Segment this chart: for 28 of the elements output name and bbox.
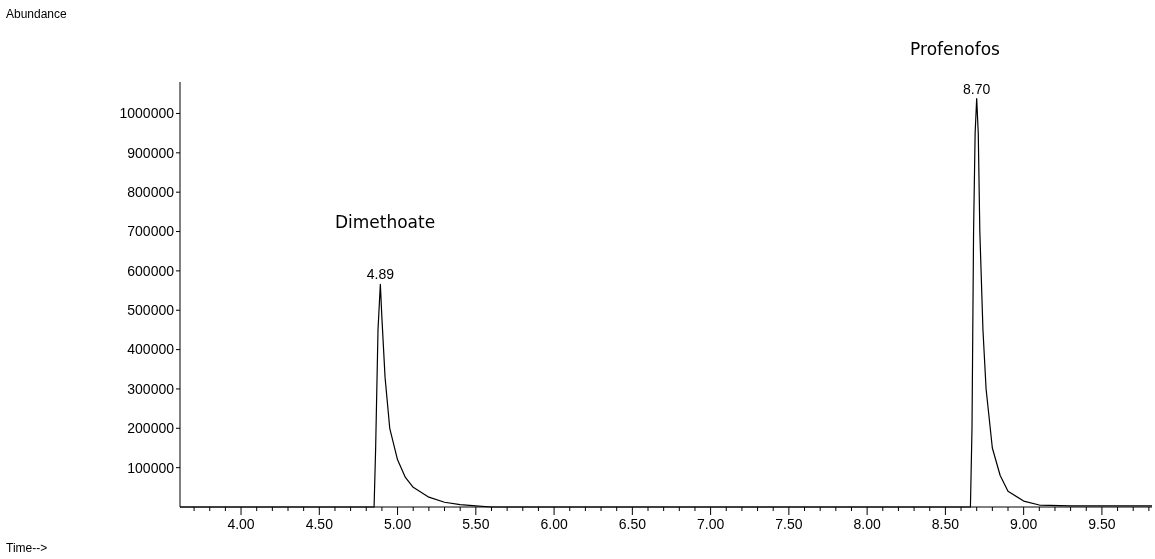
y-tick-label: 200000 (127, 420, 175, 437)
y-tick-label: 700000 (127, 223, 175, 240)
x-tick-label: 4.00 (227, 516, 255, 532)
x-tick-label: 6.00 (540, 516, 568, 532)
x-tick-label: 6.50 (618, 516, 647, 532)
x-tick-label: 5.00 (383, 516, 412, 532)
x-tick-label: 8.50 (931, 516, 960, 532)
x-tick-label: 8.00 (853, 516, 881, 532)
y-tick-label: 400000 (127, 341, 175, 358)
text: Abundance (6, 7, 68, 21)
x-tick-label: 4.50 (305, 516, 334, 532)
y-tick-label: 300000 (127, 380, 175, 397)
y-tick-label: 600000 (127, 262, 175, 279)
y-tick-label: 1000000 (119, 105, 175, 122)
x-tick-label: 5.50 (462, 516, 490, 532)
annotation: 4.89 (366, 266, 395, 283)
y-tick-label: 900000 (127, 144, 175, 161)
x-tick-label: 9.00 (1010, 516, 1038, 532)
y-tick-label: 500000 (127, 302, 175, 319)
x-tick-label: 9.50 (1088, 516, 1116, 532)
annotation: Dimethoate (334, 212, 436, 232)
y-tick-label: 100000 (127, 459, 175, 476)
y-tick-label: 800000 (127, 184, 175, 201)
text: Profenofos (910, 39, 1001, 59)
x-tick-label: 7.50 (775, 516, 803, 532)
annotation: 8.70 (963, 80, 991, 97)
x-tick-label: 7.00 (696, 516, 725, 532)
text: Time--> (6, 541, 48, 555)
